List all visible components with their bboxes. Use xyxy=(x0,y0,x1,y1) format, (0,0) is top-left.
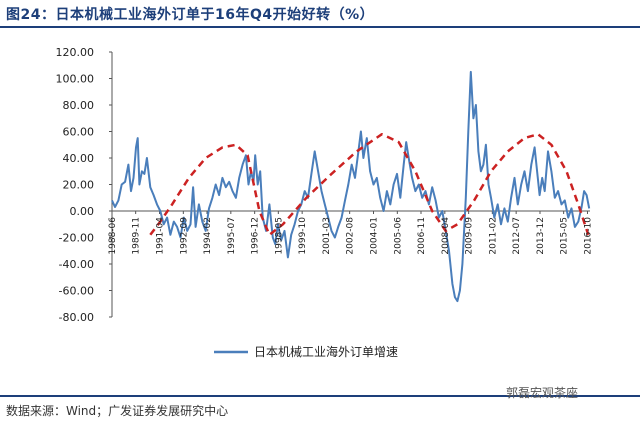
x-tick-label: 2009-09 xyxy=(465,217,475,255)
x-tick-label: 1989-11 xyxy=(132,217,142,255)
x-tick-label: 2005-06 xyxy=(393,217,403,255)
y-tick-label: -20.00 xyxy=(59,232,94,245)
y-tick-label: 40.00 xyxy=(63,152,95,165)
y-tick-label: -40.00 xyxy=(59,258,94,271)
dashed-cycle-curve xyxy=(149,132,590,237)
y-tick-label: -80.00 xyxy=(59,311,94,324)
line-chart: -80.00 -60.00 -40.00 -20.00 0.00 20.00 40.00 60… xyxy=(56,46,594,359)
x-tick-label: 2002-08 xyxy=(346,217,356,255)
watermark: 郭磊宏观茶座 xyxy=(506,386,579,400)
y-tick-label: -60.00 xyxy=(59,285,94,298)
x-tick-labels: 1988-06 1989-11 1991-04 1992-09 1994-02 1995-… xyxy=(108,217,593,255)
x-tick-label: 2015-05 xyxy=(560,217,570,255)
axes xyxy=(109,51,590,318)
y-tick-label: 120.00 xyxy=(56,46,95,59)
chart-title: 图24：日本机械工业海外订单于16年Q4开始好转（%） xyxy=(6,7,375,23)
x-tick-label: 1998-05 xyxy=(274,217,284,255)
bottom-rule xyxy=(0,395,640,397)
x-tick-label: 1988-06 xyxy=(108,217,118,255)
x-tick-label: 1999-10 xyxy=(298,217,308,255)
x-tick-label: 2006-11 xyxy=(417,217,427,255)
x-tick-label: 2004-01 xyxy=(369,217,379,255)
legend: 日本机械工业海外订单增速 xyxy=(214,344,398,359)
x-tick-label: 1991-04 xyxy=(155,217,165,255)
y-tick-label: 100.00 xyxy=(56,73,95,86)
y-tick-label: 80.00 xyxy=(63,99,95,112)
top-rule xyxy=(0,26,640,28)
x-tick-label: 1995-07 xyxy=(227,217,237,255)
x-tick-label: 2001-03 xyxy=(322,217,332,255)
x-tick-label: 2016-10 xyxy=(583,217,593,255)
y-tick-label: 60.00 xyxy=(63,126,95,139)
x-tick-label: 2008-04 xyxy=(441,217,451,255)
series-layer xyxy=(111,70,591,303)
x-tick-label: 2013-12 xyxy=(536,217,546,255)
series-line-orders-growth xyxy=(111,70,591,303)
x-tick-label: 1994-02 xyxy=(203,217,213,255)
y-tick-label: 0.00 xyxy=(70,205,95,218)
source-note: 数据来源：Wind；广发证券发展研究中心 xyxy=(6,404,229,418)
legend-label: 日本机械工业海外订单增速 xyxy=(254,344,398,359)
x-tick-label: 2012-07 xyxy=(512,217,522,255)
y-tick-label: 20.00 xyxy=(63,179,95,192)
y-tick-labels: -80.00 -60.00 -40.00 -20.00 0.00 20.00 40.00 60… xyxy=(56,46,95,324)
x-tick-label: 1992-09 xyxy=(179,217,189,255)
x-tick-label: 1996-12 xyxy=(251,217,261,255)
x-tick-label: 2011-02 xyxy=(488,217,498,255)
